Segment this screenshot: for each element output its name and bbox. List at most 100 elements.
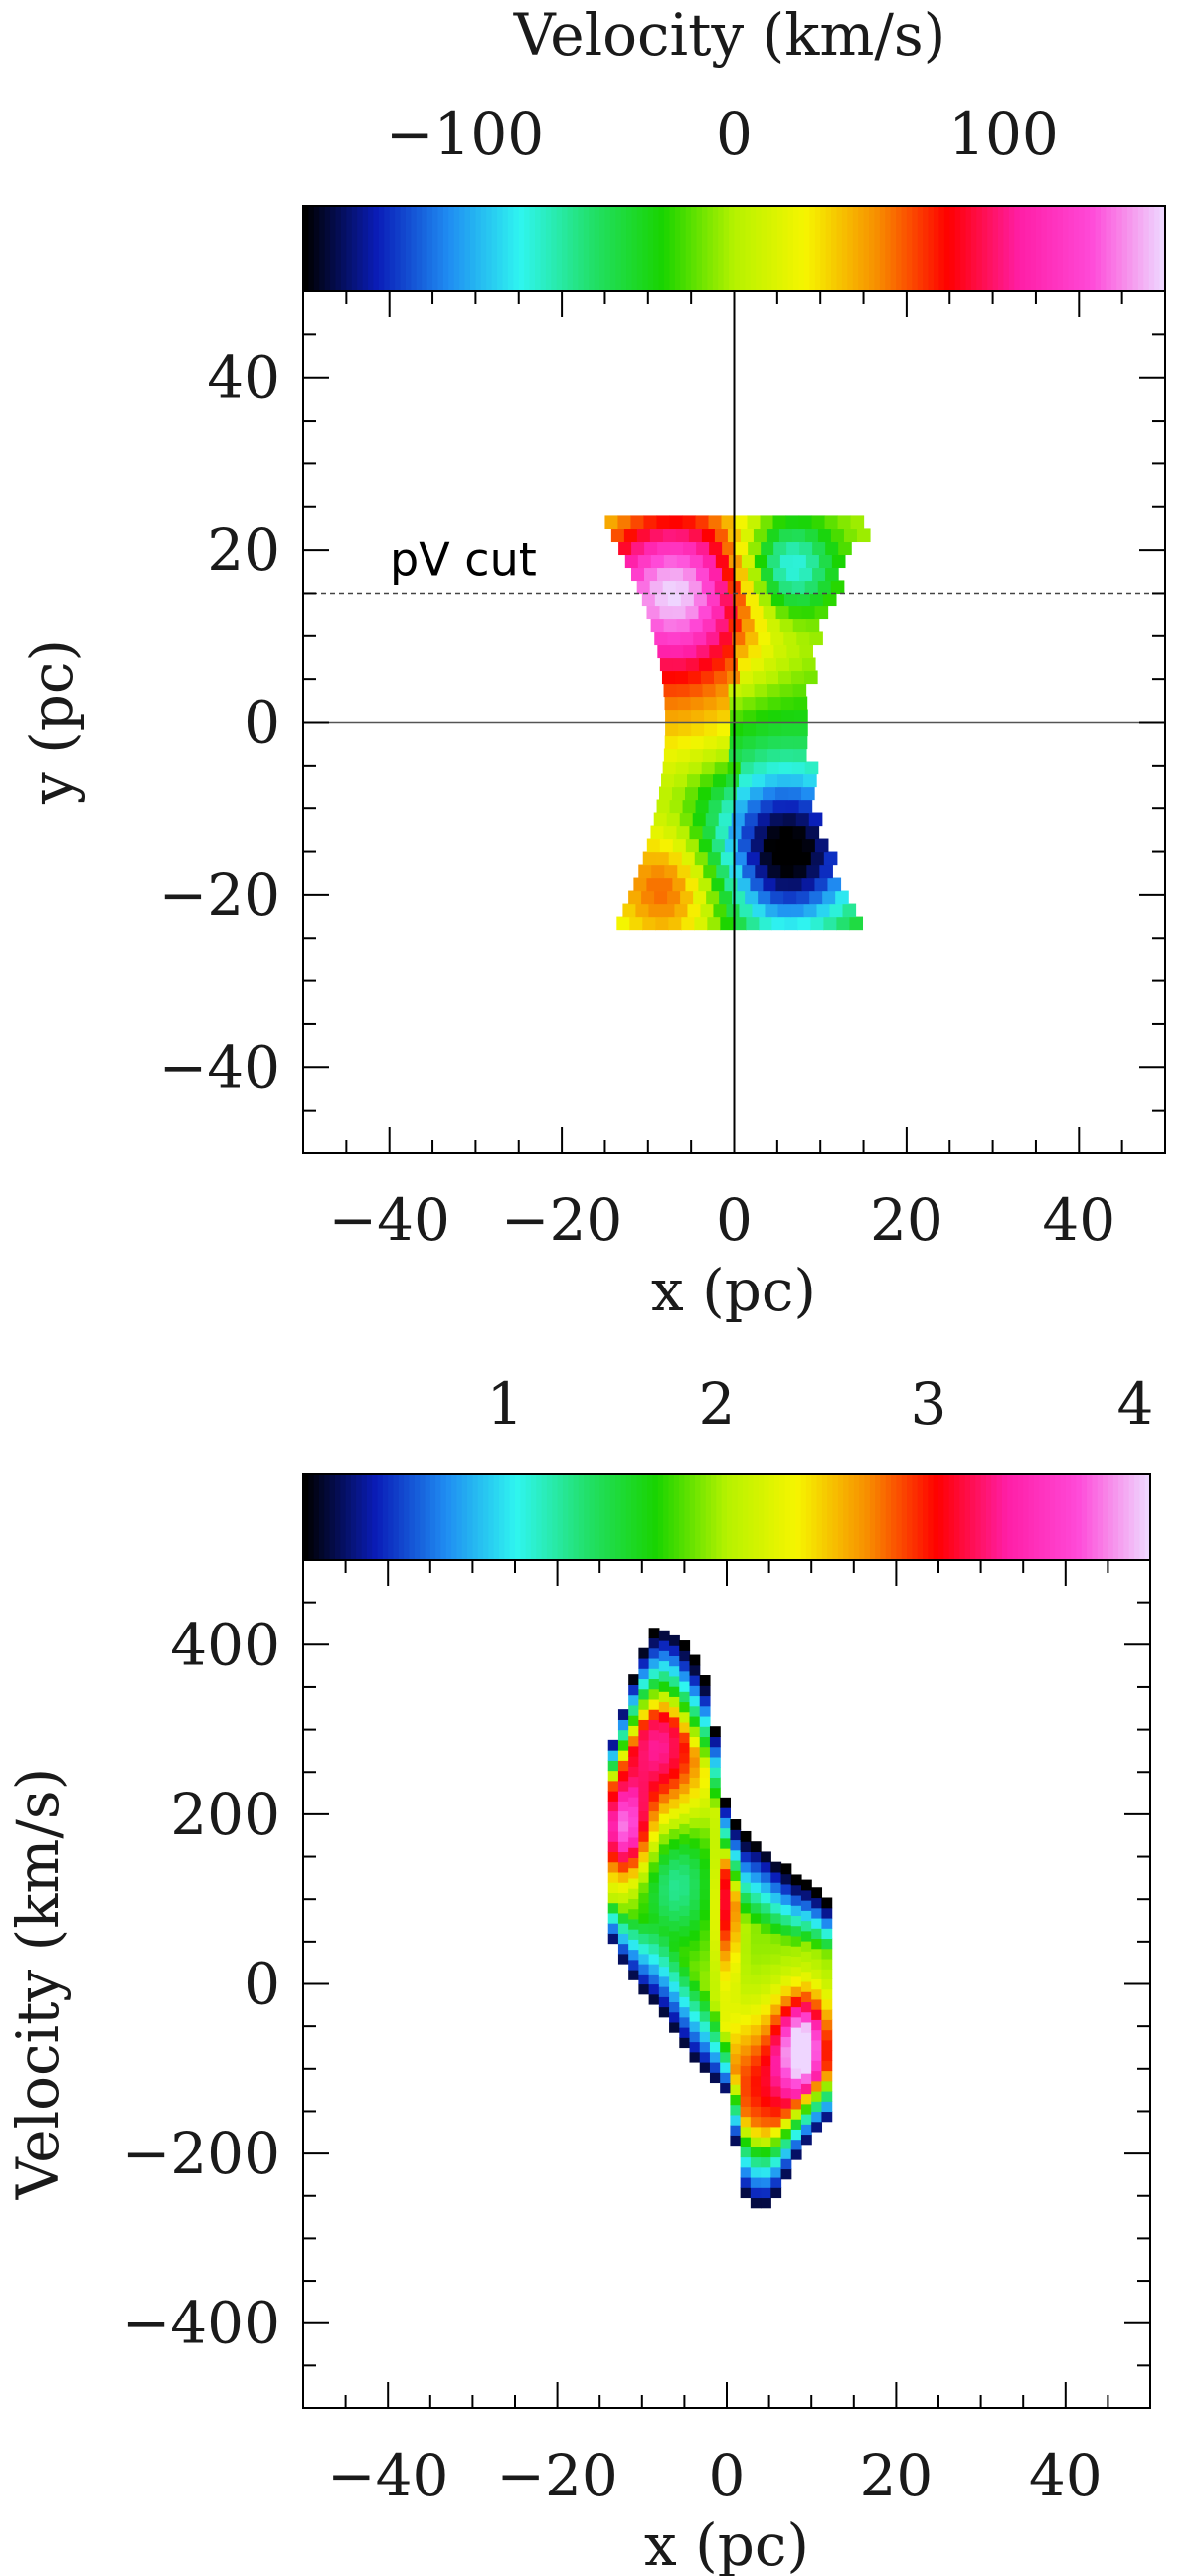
pv-pixel <box>800 2021 812 2033</box>
pv-pixel <box>607 1861 619 1873</box>
pv-pixel <box>709 1868 721 1880</box>
pv-pixel <box>790 2027 802 2038</box>
pv-pixel <box>699 2031 711 2043</box>
pv-pixel <box>679 1670 691 1682</box>
pv-pixel <box>780 2147 792 2159</box>
pv-pixel <box>811 2029 823 2041</box>
velocity-pixel <box>788 786 802 801</box>
pv-pixel <box>740 2014 752 2026</box>
pv-pixel <box>821 1978 833 1990</box>
colorbar-segment <box>965 206 972 291</box>
pv-pixel <box>730 1870 742 1882</box>
velocity-pixel <box>688 528 703 543</box>
velocity-pixel <box>767 696 782 711</box>
pv-pixel <box>730 2012 742 2024</box>
colorbar-segment <box>841 206 848 291</box>
colorbar-segment <box>313 1474 320 1560</box>
velocity-pixel <box>741 748 756 763</box>
pv-pixel <box>709 1990 721 2002</box>
velocity-pixel <box>792 825 807 840</box>
pv-pixel <box>800 1879 812 1891</box>
colorbar-segment <box>737 1474 744 1560</box>
pv-pixel <box>709 1756 721 1768</box>
tick-label: −20 <box>496 2442 617 2509</box>
pv-pixel <box>689 1960 701 1972</box>
pv-pixel <box>780 2077 792 2089</box>
pv-pixel <box>740 2126 752 2138</box>
velocity-pixel <box>734 799 749 814</box>
pv-pixel <box>780 2026 792 2037</box>
pv-pixel <box>628 1898 639 1910</box>
velocity-pixel <box>694 851 709 866</box>
velocity-pixel <box>814 877 829 892</box>
velocity-pixel <box>788 838 803 853</box>
pv-pixel <box>770 2187 782 2199</box>
pv-pixel <box>699 1797 711 1808</box>
pv-pixel <box>730 1880 742 1892</box>
pv-pixel <box>720 2000 732 2012</box>
pv-pixel <box>800 1991 812 2003</box>
pv-pixel <box>761 2187 771 2199</box>
pv-pixel <box>699 1685 711 1697</box>
colorbar-segment <box>664 206 671 291</box>
pv-pixel <box>709 2031 721 2043</box>
colorbar-segment <box>1081 1474 1088 1560</box>
velocity-pixel <box>670 644 684 659</box>
pv-pixel <box>617 1801 629 1812</box>
pv-pixel <box>679 1732 691 1743</box>
velocity-pixel <box>709 567 723 582</box>
tick-label: 200 <box>170 1781 280 1848</box>
colorbar-segment <box>827 1474 834 1560</box>
velocity-pixel <box>758 631 771 646</box>
pv-pixel <box>689 1756 701 1768</box>
velocity-pixel <box>746 916 760 931</box>
pv-pixel <box>770 2147 782 2158</box>
pv-pixel <box>679 1894 691 1906</box>
pv-pixel <box>699 1970 711 1981</box>
pv-pixel <box>811 2080 823 2092</box>
pv-pixel <box>740 2096 752 2107</box>
velocity-pixel <box>780 864 794 879</box>
pv-pixel <box>689 1970 701 1981</box>
velocity-pixel <box>657 644 671 659</box>
colorbar-segment <box>803 206 811 291</box>
velocity-pixel <box>739 773 753 788</box>
pv-pixel <box>761 1912 771 1924</box>
colorbar-segment <box>742 1474 749 1560</box>
velocity-pixel <box>753 528 767 543</box>
velocity-pixel <box>790 773 804 788</box>
pv-pixel <box>780 2015 792 2027</box>
colorbar-segment <box>874 206 881 291</box>
velocity-pixel <box>696 567 710 582</box>
colorbar-segment <box>879 206 886 291</box>
velocity-pixel <box>715 554 730 569</box>
colorbar-segment <box>976 206 983 291</box>
pv-pixel <box>750 1892 762 1904</box>
pv-pixel <box>709 2000 721 2012</box>
velocity-pixel <box>680 890 694 905</box>
pv-pixel <box>658 1680 670 1692</box>
pv-pixel <box>730 2125 742 2136</box>
velocity-pixel <box>766 670 779 685</box>
pv-pixel <box>699 1888 711 1900</box>
pv-pixel <box>800 2052 812 2064</box>
velocity-pixel <box>763 657 777 672</box>
colorbar-segment <box>758 1474 765 1560</box>
pv-pixel <box>709 1827 721 1839</box>
colorbar-segment <box>562 1474 569 1560</box>
colorbar-segment <box>631 1474 638 1560</box>
pv-pixel <box>689 1899 701 1911</box>
pv-pixel <box>628 1766 639 1778</box>
colorbar-segment <box>1103 1474 1109 1560</box>
pv-pixel <box>648 1964 660 1975</box>
velocity-pixel <box>770 890 784 905</box>
pv-pixel <box>790 1935 802 1947</box>
colorbar-segment <box>515 1474 522 1560</box>
colorbar-segment <box>707 206 714 291</box>
velocity-pixel <box>765 903 779 918</box>
pv-pixel <box>740 2187 752 2199</box>
pv-pixel <box>689 1909 701 1921</box>
pv-pixel <box>607 1882 619 1893</box>
colorbar-segment <box>573 1474 580 1560</box>
pv-pixel <box>689 1990 701 2002</box>
